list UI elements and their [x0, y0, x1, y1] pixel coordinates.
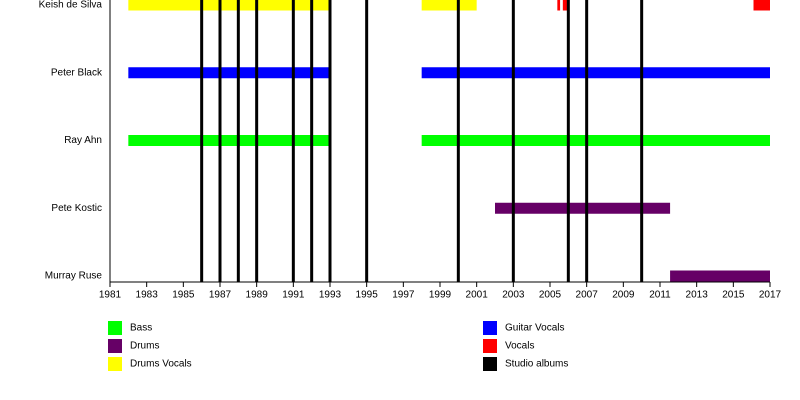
bar: [670, 270, 770, 282]
category-label: Ray Ahn: [64, 135, 102, 146]
legend-label: Drums Vocals: [130, 359, 192, 370]
x-tick-label: 1987: [209, 290, 232, 301]
bar: [753, 0, 770, 11]
x-tick-label: 1991: [282, 290, 305, 301]
x-tick-label: 1983: [136, 290, 159, 301]
legend-label: Drums: [130, 341, 159, 352]
legend-label: Bass: [130, 323, 152, 334]
x-tick-label: 1997: [392, 290, 415, 301]
legend-swatch: [483, 339, 497, 353]
bar: [128, 0, 332, 11]
x-tick-label: 2009: [612, 290, 635, 301]
legend-swatch: [108, 321, 122, 335]
x-tick-label: 1995: [356, 290, 379, 301]
x-tick-label: 1993: [319, 290, 342, 301]
bar: [128, 67, 332, 79]
bar: [495, 202, 671, 214]
bar: [421, 0, 477, 11]
x-tick-label: 2017: [759, 290, 782, 301]
x-tick-label: 1981: [99, 290, 122, 301]
legend-label: Guitar Vocals: [505, 323, 564, 334]
legend-swatch: [483, 357, 497, 371]
bar: [557, 0, 561, 11]
bar: [421, 67, 770, 79]
category-label: Peter Black: [51, 67, 103, 78]
bar: [128, 135, 332, 146]
x-tick-label: 2001: [466, 290, 489, 301]
category-label: Pete Kostic: [51, 203, 102, 214]
x-tick-label: 2007: [576, 290, 599, 301]
bar: [421, 135, 770, 146]
x-tick-label: 2013: [686, 290, 709, 301]
x-tick-label: 2005: [539, 290, 562, 301]
x-tick-label: 1999: [429, 290, 452, 301]
x-tick-label: 2003: [502, 290, 525, 301]
x-tick-label: 1989: [246, 290, 269, 301]
legend-swatch: [483, 321, 497, 335]
legend-swatch: [108, 357, 122, 371]
legend-label: Vocals: [505, 341, 534, 352]
category-label: Keish de Silva: [39, 0, 103, 11]
legend-swatch: [108, 339, 122, 353]
legend-label: Studio albums: [505, 359, 568, 370]
category-label: Murray Ruse: [45, 271, 103, 282]
x-tick-label: 2015: [722, 290, 745, 301]
x-tick-label: 1985: [172, 290, 195, 301]
bar: [562, 0, 569, 11]
x-tick-label: 2011: [649, 290, 671, 301]
